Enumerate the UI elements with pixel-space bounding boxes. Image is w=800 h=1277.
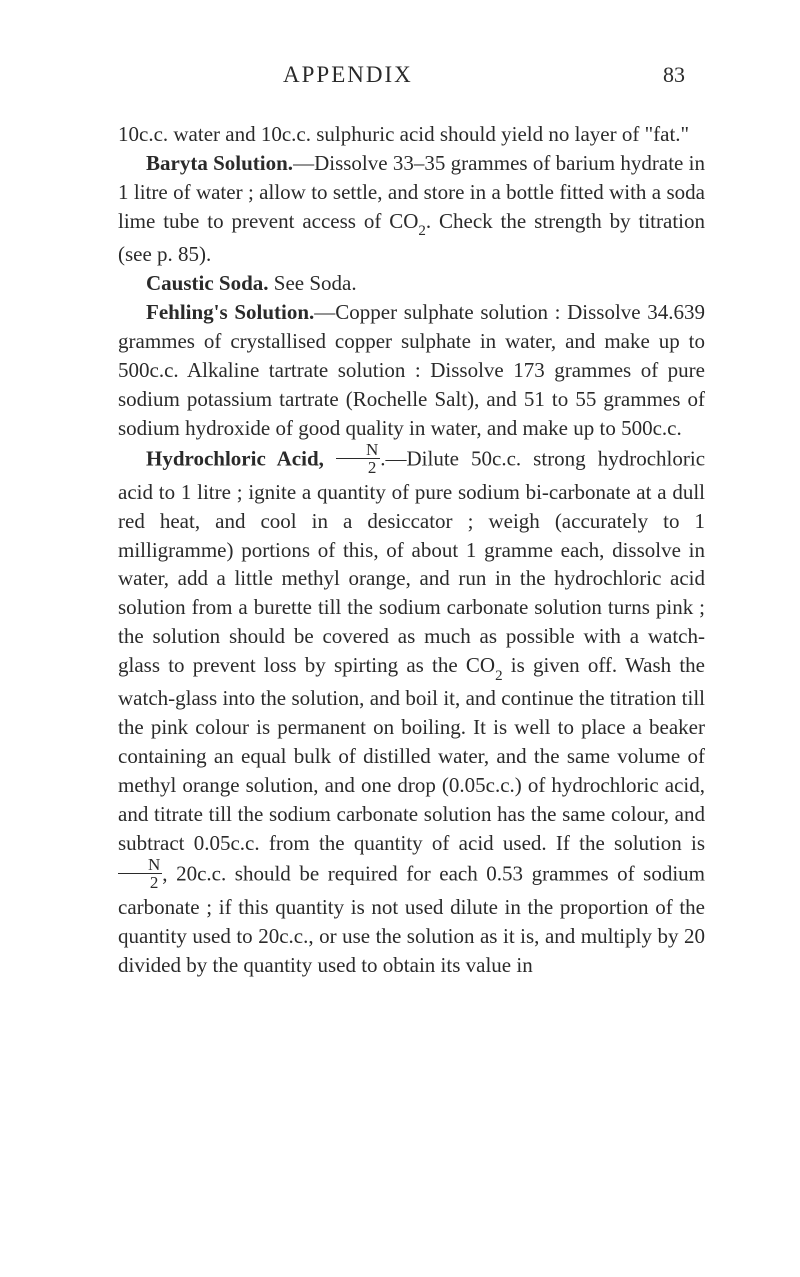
header-title: APPENDIX: [283, 62, 413, 88]
fraction-n2-1: N 2: [336, 441, 380, 476]
para-hydrochloric: Hydrochloric Acid, N 2 .—Dilute 50c.c. s…: [118, 443, 705, 980]
hydro-text-2: is given off. Wash the watch-glass into …: [118, 653, 705, 855]
hydro-label: Hydrochloric Acid,: [146, 446, 324, 470]
fehling-label: Fehling's Solution.: [146, 300, 314, 324]
co2-sub-2: 2: [495, 668, 503, 684]
para-fehling: Fehling's Solution.—Copper sulphate solu…: [118, 298, 705, 443]
fraction-n2-2: N 2: [118, 856, 162, 891]
caustic-label: Caustic Soda.: [146, 271, 269, 295]
hydro-text-3: , 20c.c. should be required for each 0.5…: [118, 861, 705, 977]
fraction-numerator: N: [336, 441, 380, 459]
co2-sub: 2: [418, 223, 426, 239]
fraction-numerator-2: N: [118, 856, 162, 874]
page-number: 83: [663, 62, 685, 88]
baryta-label: Baryta Solution.: [146, 151, 293, 175]
body-text: 10c.c. water and 10c.c. sulphuric acid s…: [118, 120, 705, 980]
fraction-denominator-2: 2: [118, 874, 162, 891]
hydro-text-1: .—Dilute 50c.c. strong hydrochloric acid…: [118, 446, 705, 678]
caustic-text: See Soda.: [269, 271, 357, 295]
para-baryta: Baryta Solution.—Dissolve 33–35 grammes …: [118, 149, 705, 269]
para-intro: 10c.c. water and 10c.c. sulphuric acid s…: [118, 120, 705, 149]
para-caustic: Caustic Soda. See Soda.: [118, 269, 705, 298]
fraction-denominator: 2: [336, 459, 380, 476]
page-header: APPENDIX 83: [118, 62, 705, 88]
